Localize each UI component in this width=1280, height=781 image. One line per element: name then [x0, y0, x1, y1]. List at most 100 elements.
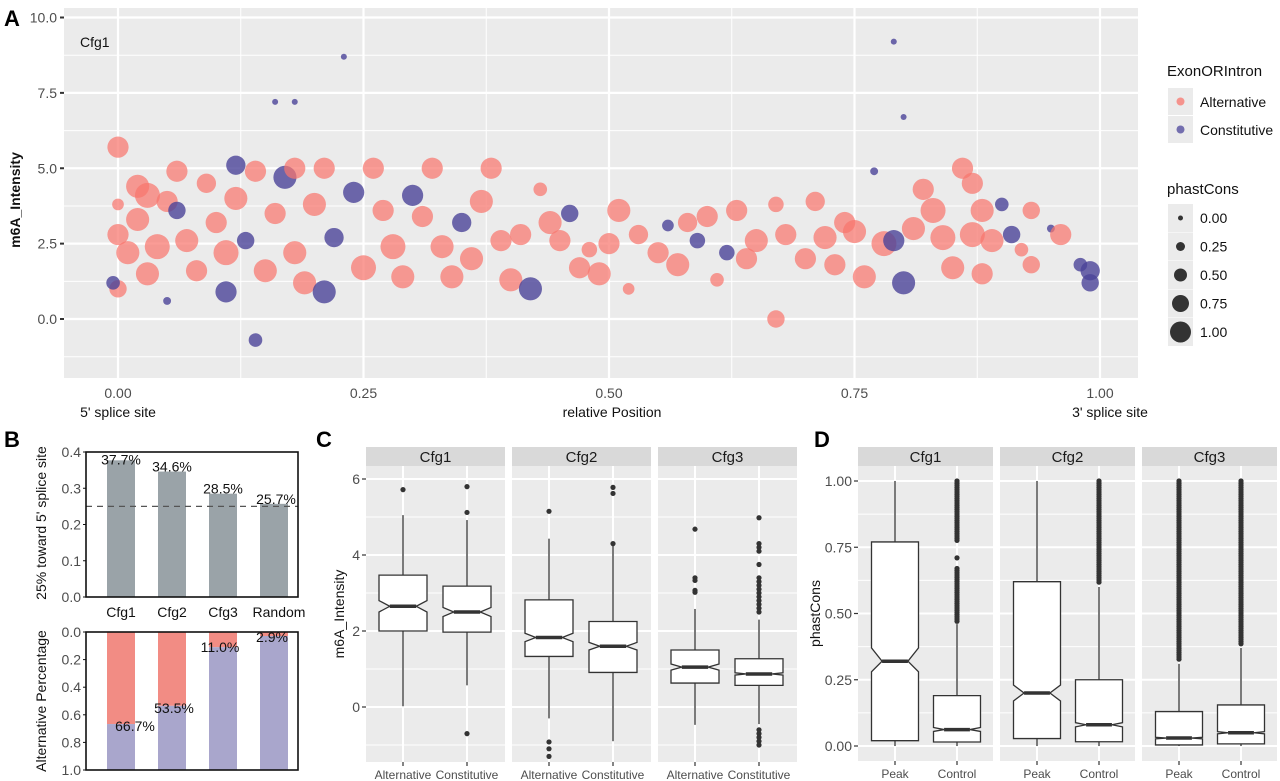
data-point — [719, 244, 735, 261]
x-tick-label: 0.00 — [104, 385, 131, 401]
outlier-point — [954, 537, 960, 544]
y-tick-label: 0.6 — [62, 707, 82, 723]
data-point — [135, 262, 160, 286]
data-point — [666, 253, 690, 277]
y-tick-label: 0.4 — [62, 679, 82, 695]
y-tick-label: 7.5 — [38, 85, 58, 101]
data-point — [430, 235, 454, 259]
facet-label: Cfg2 — [566, 449, 598, 466]
outlier-point — [464, 731, 470, 737]
y-tick-label: 0.00 — [825, 738, 852, 754]
box-body — [524, 599, 574, 658]
data-point — [980, 229, 1004, 253]
bar-alternative — [209, 632, 237, 648]
panel-label-b: B — [4, 427, 20, 452]
data-point — [107, 136, 129, 158]
outlier-point — [756, 609, 762, 615]
data-point — [126, 207, 150, 232]
x-tick-label: Alternative — [375, 768, 432, 781]
data-point — [1022, 201, 1040, 220]
boxplot-cfg3-constitutive — [734, 515, 784, 748]
outlier-point — [464, 509, 470, 516]
data-point — [107, 223, 129, 246]
bar-alternative — [260, 632, 288, 637]
y-tick-label: 0.25 — [825, 672, 852, 688]
x-tick-label: Peak — [881, 767, 909, 781]
x-tick-label: Peak — [1165, 767, 1193, 781]
data-point — [380, 234, 406, 260]
data-point — [284, 157, 306, 179]
data-point — [291, 98, 298, 105]
outlier-point — [756, 727, 762, 733]
data-point — [581, 241, 598, 258]
data-point — [920, 197, 946, 223]
data-point — [662, 219, 674, 232]
x-tick-label: Random — [253, 604, 306, 620]
data-point — [253, 259, 277, 283]
data-point — [805, 191, 825, 212]
data-point — [677, 212, 698, 233]
box-body — [734, 658, 784, 686]
x-tick-label: Control — [1222, 767, 1261, 781]
outlier-point — [756, 738, 762, 744]
data-point — [1014, 242, 1029, 257]
bar-alternative — [158, 632, 186, 706]
boxplot-cfg1-control — [932, 478, 982, 746]
facet-strip — [512, 447, 651, 466]
boxplot-cfg1-peak — [870, 481, 920, 746]
y-tick-label: 2.5 — [38, 236, 58, 252]
x-tick-label: Constitutive — [582, 768, 645, 781]
x-tick-label: Cfg2 — [157, 604, 187, 620]
outlier-point — [756, 548, 762, 554]
data-point — [892, 271, 916, 295]
outlier-point — [756, 598, 762, 604]
data-point — [205, 211, 227, 234]
bar-data-label: 2.9% — [256, 629, 288, 645]
bar-data-label: 28.5% — [203, 481, 243, 497]
data-point — [421, 157, 443, 179]
data-point — [870, 167, 879, 176]
y-tick-label: 0.50 — [825, 606, 852, 622]
legend-size-label: 0.00 — [1200, 210, 1227, 226]
outlier-point — [546, 739, 552, 745]
data-point — [538, 210, 562, 235]
data-point — [710, 273, 724, 287]
outlier-point — [756, 594, 762, 600]
outlier-point — [692, 526, 698, 532]
x-tick-label: Control — [1080, 767, 1119, 781]
data-point — [166, 160, 188, 182]
x-tick-label: Cfg3 — [208, 604, 238, 620]
data-point — [622, 283, 635, 295]
data-point — [883, 230, 905, 252]
panel-a-legend: ExonORIntron Alternative Constitutive ph… — [1167, 63, 1273, 346]
panel-label-d: D — [814, 427, 830, 452]
outlier-point — [756, 579, 762, 585]
y-axis-label: m6A_Intensity — [331, 570, 347, 659]
y-tick-label: 1.00 — [825, 473, 852, 489]
boxplot-cfg2-constitutive — [588, 484, 638, 742]
bar-alternative — [107, 632, 135, 725]
data-point — [775, 223, 797, 246]
data-point — [842, 220, 867, 244]
data-point — [1050, 223, 1072, 246]
data-point — [469, 189, 493, 213]
data-point — [735, 248, 758, 270]
data-point — [226, 155, 246, 175]
y-axis-label: phastCons — [807, 580, 823, 647]
outlier-point — [756, 605, 762, 611]
y-tick-label: 2 — [352, 623, 360, 639]
y-tick-label: 0.4 — [62, 444, 82, 460]
data-point — [900, 113, 907, 120]
panel-c-boxplot: Cfg1 Alternative Constitutive Cfg2 Alternati… — [331, 447, 797, 781]
data-point — [459, 247, 484, 271]
data-point — [961, 172, 983, 194]
box-body — [870, 541, 920, 742]
data-point — [1002, 225, 1021, 244]
outlier-point — [546, 753, 552, 760]
data-point — [518, 277, 542, 301]
panel-a-scatter: 0.00 0.25 0.50 0.75 1.00 0.0 2.5 5.0 7.5 10.0 Cfg1… — [7, 8, 1148, 420]
legend-size-label: 0.25 — [1200, 239, 1227, 255]
outlier-point — [400, 487, 406, 493]
plot-background — [658, 466, 797, 762]
boxplot-cfg2-control — [1074, 478, 1124, 746]
